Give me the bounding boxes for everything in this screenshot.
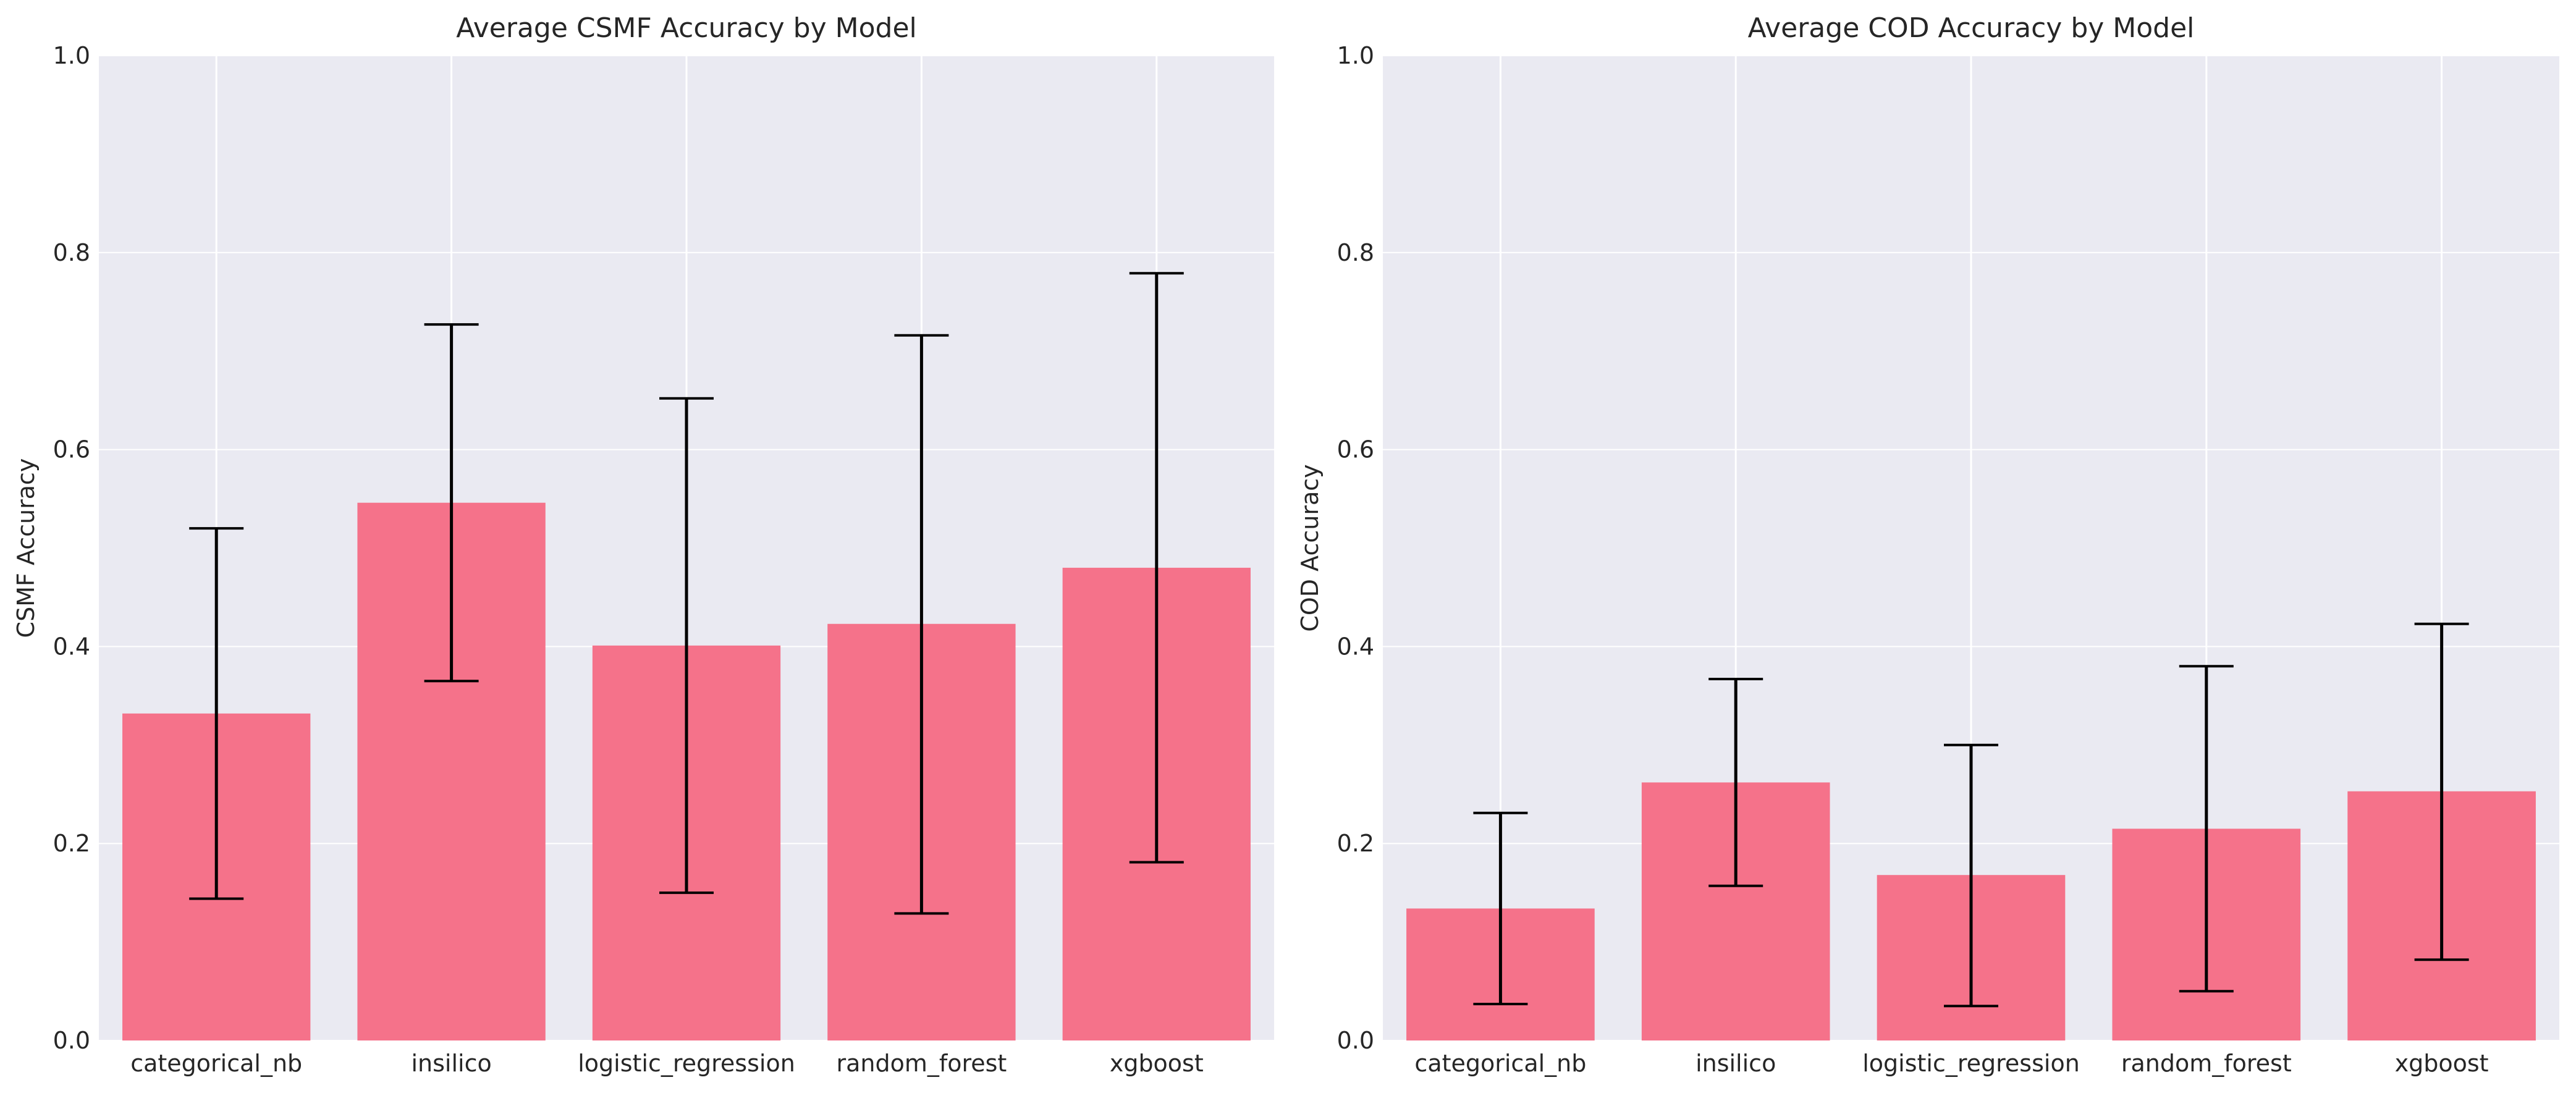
error-bar [1129, 272, 1184, 864]
error-bar [659, 397, 714, 894]
chart-title: Average CSMF Accuracy by Model [456, 12, 917, 44]
x-tick-label: xgboost [2395, 1050, 2489, 1077]
x-tick-label: categorical_nb [130, 1050, 302, 1077]
y-tick-label: 0.4 [53, 633, 90, 660]
y-tick-label: 0.2 [53, 830, 90, 857]
x-axis-ticks: categorical_nb insilico logistic_regressio… [130, 1050, 1204, 1077]
y-tick-label: 0.8 [53, 239, 90, 266]
y-axis-ticks: 0.0 0.2 0.4 0.6 0.8 1.0 [53, 42, 90, 1054]
y-tick-label: 0.0 [53, 1027, 90, 1054]
y-axis-label: COD Accuracy [1296, 464, 1324, 631]
x-tick-label: xgboost [1110, 1050, 1204, 1077]
error-bar [424, 323, 479, 683]
csmf-accuracy-chart: 0.0 0.2 0.4 0.6 0.8 1.0 categorical_nb insilic… [12, 12, 1274, 1077]
error-bar [1944, 743, 1998, 1008]
y-axis-label: CSMF Accuracy [12, 458, 40, 638]
error-bar [1473, 811, 1528, 1006]
x-tick-label: logistic_regression [578, 1050, 795, 1077]
error-bar [1708, 678, 1763, 887]
y-tick-label: 1.0 [53, 42, 90, 69]
error-bars [189, 272, 1184, 915]
x-tick-label: random_forest [2121, 1050, 2292, 1077]
x-tick-label: insilico [1696, 1050, 1776, 1077]
y-tick-label: 0.8 [1337, 239, 1374, 266]
error-bar [894, 334, 949, 915]
y-tick-label: 0.0 [1337, 1027, 1374, 1054]
y-tick-label: 0.6 [53, 436, 90, 463]
y-tick-label: 0.2 [1337, 830, 1374, 857]
error-bar [189, 527, 244, 900]
error-bar [2414, 622, 2469, 961]
x-axis-ticks: categorical_nb insilico logistic_regressio… [1414, 1050, 2488, 1077]
error-bar [2179, 665, 2234, 993]
y-tick-label: 0.6 [1337, 436, 1374, 463]
x-tick-label: categorical_nb [1414, 1050, 1586, 1077]
cod-accuracy-chart: 0.0 0.2 0.4 0.6 0.8 1.0 categorical_nb insilic… [1296, 12, 2559, 1077]
chart-title: Average COD Accuracy by Model [1748, 12, 2195, 44]
y-axis-ticks: 0.0 0.2 0.4 0.6 0.8 1.0 [1337, 42, 1374, 1054]
x-tick-label: random_forest [836, 1050, 1007, 1077]
error-bars [1473, 622, 2469, 1008]
x-tick-label: logistic_regression [1862, 1050, 2080, 1077]
y-tick-label: 1.0 [1337, 42, 1374, 69]
x-tick-label: insilico [411, 1050, 491, 1077]
y-tick-label: 0.4 [1337, 633, 1374, 660]
